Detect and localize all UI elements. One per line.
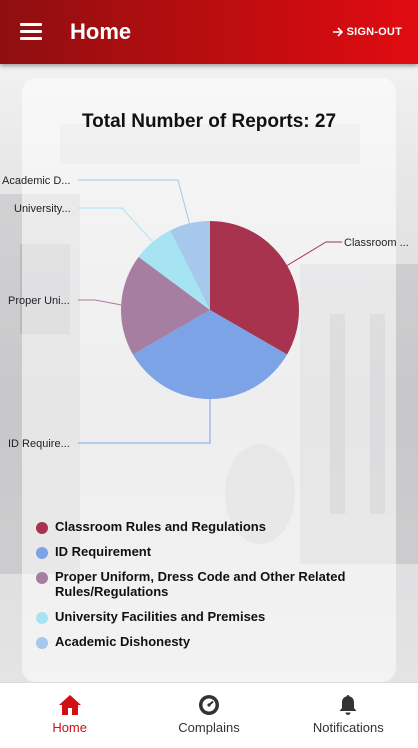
- page-title: Home: [70, 19, 132, 44]
- legend-label: University Facilities and Premises: [55, 609, 266, 624]
- nav-complains-label: Complains: [178, 720, 240, 735]
- nav-home[interactable]: Home: [0, 683, 139, 748]
- app-header: Home SIGN-OUT: [0, 0, 418, 64]
- nav-notifications[interactable]: Notifications: [279, 683, 418, 748]
- clock-badge-icon: [198, 695, 219, 715]
- legend-color-dot: [36, 612, 48, 624]
- bottom-navigation: Home Complains Notifications: [0, 682, 418, 748]
- legend-item[interactable]: Proper Uniform, Dress Code and Other Rel…: [36, 569, 396, 599]
- legend-label: Proper Uniform, Dress Code and Other Rel…: [55, 569, 346, 599]
- legend-item[interactable]: ID Requirement: [36, 544, 396, 559]
- legend-item[interactable]: Academic Dishonesty: [36, 634, 396, 649]
- legend-label: ID Requirement: [55, 544, 152, 559]
- bell-icon: [339, 695, 357, 715]
- arrow-right-icon: [332, 27, 343, 37]
- chart-legend: Classroom Rules and Regulations ID Requir…: [36, 519, 396, 659]
- legend-color-dot: [36, 547, 48, 559]
- sign-out-button[interactable]: SIGN-OUT: [332, 26, 402, 38]
- nav-notifications-label: Notifications: [312, 720, 384, 735]
- legend-color-dot: [36, 637, 48, 649]
- home-icon: [58, 695, 81, 715]
- reports-total-title: Total Number of Reports: 27: [81, 111, 337, 132]
- legend-color-dot: [36, 572, 48, 584]
- legend-item[interactable]: University Facilities and Premises: [36, 609, 396, 624]
- nav-home-label: Home: [52, 720, 87, 735]
- sign-out-label: SIGN-OUT: [346, 26, 402, 38]
- legend-label: Classroom Rules and Regulations: [55, 519, 266, 534]
- legend-item[interactable]: Classroom Rules and Regulations: [36, 519, 396, 534]
- legend-label: Academic Dishonesty: [55, 634, 191, 649]
- hamburger-menu-icon[interactable]: [20, 23, 42, 41]
- nav-complains[interactable]: Complains: [139, 683, 278, 748]
- legend-color-dot: [36, 522, 48, 534]
